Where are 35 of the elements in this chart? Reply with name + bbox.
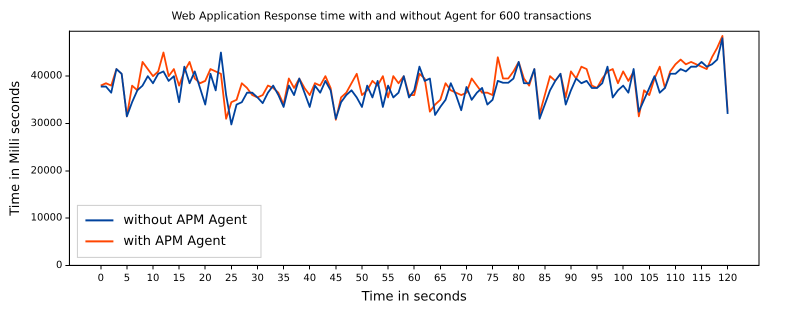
x-tick-label: 40 bbox=[303, 272, 316, 284]
x-tick-label: 60 bbox=[408, 272, 421, 284]
x-tick-label: 90 bbox=[564, 272, 578, 284]
x-tick-label: 10 bbox=[146, 272, 160, 284]
x-tick-label: 65 bbox=[434, 272, 447, 284]
x-tick-label: 75 bbox=[486, 272, 499, 284]
legend-label: without APM Agent bbox=[123, 212, 247, 228]
y-tick-label: 0 bbox=[56, 260, 62, 271]
chart-title: Web Application Response time with and without Agent for 600 transactions bbox=[171, 9, 592, 22]
x-tick-label: 80 bbox=[512, 272, 526, 284]
x-tick-label: 35 bbox=[277, 272, 290, 284]
x-tick-label: 70 bbox=[460, 272, 473, 284]
y-axis-title: Time in Milli seconds bbox=[8, 80, 24, 217]
x-axis-title: Time in seconds bbox=[360, 290, 467, 305]
x-tick-label: 120 bbox=[718, 272, 738, 284]
x-tick-label: 55 bbox=[382, 272, 394, 284]
x-tick-label: 110 bbox=[666, 272, 685, 284]
y-tick-label: 20000 bbox=[30, 165, 62, 176]
x-tick-label: 30 bbox=[251, 272, 264, 284]
x-tick-label: 20 bbox=[198, 272, 212, 284]
x-tick-label: 105 bbox=[640, 272, 659, 284]
x-tick-label: 100 bbox=[614, 272, 633, 284]
x-tick-label: 115 bbox=[692, 272, 712, 284]
y-tick-label: 30000 bbox=[30, 118, 62, 130]
x-tick-label: 15 bbox=[172, 272, 186, 284]
x-tick-label: 5 bbox=[124, 272, 130, 284]
y-tick-label: 40000 bbox=[30, 70, 62, 82]
legend-label: with APM Agent bbox=[123, 234, 226, 249]
x-tick-label: 25 bbox=[224, 272, 238, 284]
x-tick-label: 45 bbox=[329, 272, 342, 284]
x-tick-label: 50 bbox=[356, 272, 368, 284]
x-tick-label: 85 bbox=[538, 272, 552, 284]
x-tick-label: 95 bbox=[590, 272, 604, 284]
y-tick-label: 10000 bbox=[30, 212, 62, 224]
x-tick-label: 0 bbox=[98, 272, 104, 284]
